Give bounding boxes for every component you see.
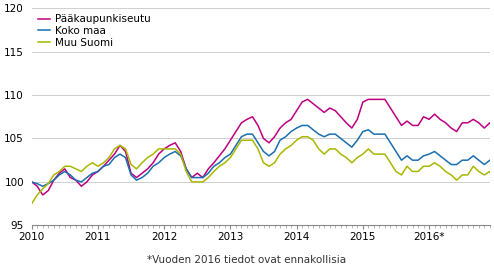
Line: Muu Suomi: Muu Suomi (32, 137, 494, 204)
Text: *Vuoden 2016 tiedot ovat ennakollisia: *Vuoden 2016 tiedot ovat ennakollisia (147, 255, 347, 265)
Line: Pääkaupunkiseutu: Pääkaupunkiseutu (32, 85, 494, 195)
Pääkaupunkiseutu (40, 193, 45, 197)
Pääkaupunkiseutu (29, 180, 35, 183)
Koko maa (366, 128, 371, 131)
Pääkaupunkiseutu (139, 172, 145, 175)
Muu Suomi (29, 202, 35, 205)
Pääkaupunkiseutu (316, 107, 322, 110)
Pääkaupunkiseutu (360, 100, 366, 104)
Pääkaupunkiseutu (161, 147, 167, 151)
Line: Koko maa: Koko maa (32, 125, 494, 186)
Koko maa (299, 124, 305, 127)
Muu Suomi (133, 167, 139, 170)
Muu Suomi (316, 147, 322, 151)
Koko maa (29, 180, 35, 183)
Koko maa (321, 135, 327, 138)
Koko maa (161, 156, 167, 159)
Muu Suomi (156, 147, 162, 151)
Muu Suomi (299, 135, 305, 138)
Muu Suomi (360, 153, 366, 156)
Koko maa (40, 185, 45, 188)
Legend: Pääkaupunkiseutu, Koko maa, Muu Suomi: Pääkaupunkiseutu, Koko maa, Muu Suomi (35, 11, 154, 51)
Koko maa (139, 176, 145, 179)
